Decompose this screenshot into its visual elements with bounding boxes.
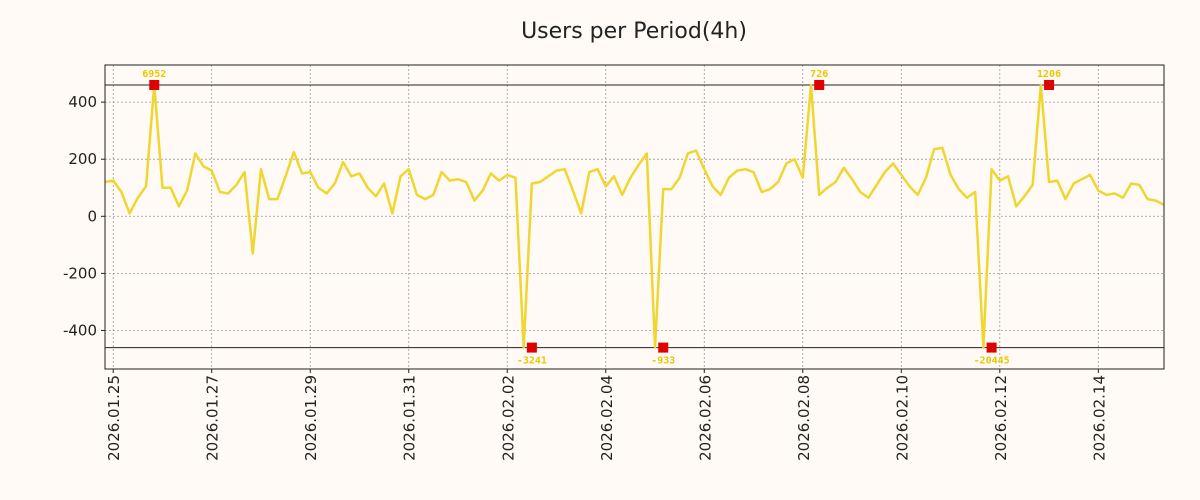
chart-title: Users per Period(4h) — [521, 19, 747, 44]
x-tick-label: 2026.01.25 — [105, 375, 123, 461]
x-tick-label: 2026.02.06 — [696, 375, 714, 461]
outlier-label: -933 — [651, 356, 675, 367]
outlier-label: 726 — [810, 69, 828, 80]
y-tick-label: 400 — [68, 93, 97, 111]
outlier-marker — [814, 79, 825, 90]
plot: 6952 -3241 -933 726 -20445 1206 — [104, 69, 1165, 367]
outlier-label: -3241 — [517, 356, 547, 367]
y-tick-label: 200 — [68, 150, 97, 168]
y-tick-label: 0 — [87, 207, 97, 225]
series-line — [104, 83, 1165, 349]
x-tick-label: 2026.02.04 — [598, 375, 616, 461]
outlier-marker — [658, 342, 669, 353]
plot-frame — [104, 64, 1165, 370]
x-tick-label: 2026.02.08 — [795, 375, 813, 461]
outlier-label: 6952 — [142, 69, 166, 80]
outlier-marker — [986, 342, 997, 353]
x-tick-label: 2026.01.27 — [204, 375, 222, 461]
x-tick-label: 2026.01.29 — [302, 375, 320, 461]
y-tick-label: -200 — [63, 264, 97, 282]
x-tick-label: 2026.02.12 — [992, 375, 1010, 461]
x-tick-label: 2026.02.14 — [1090, 375, 1108, 461]
outlier-label: -20445 — [974, 356, 1010, 367]
grid: -400 -200 0 200 400 2026.01.25 2026.01.27 2026.… — [63, 65, 1164, 461]
x-tick-label: 2026.02.02 — [499, 375, 517, 461]
outlier-marker — [149, 79, 160, 90]
x-tick-label: 2026.02.10 — [893, 375, 911, 461]
y-tick-label: -400 — [63, 321, 97, 339]
outlier-label: 1206 — [1037, 69, 1061, 80]
x-tick-label: 2026.01.31 — [401, 375, 419, 461]
outlier-marker — [526, 342, 537, 353]
outlier-marker — [1044, 79, 1055, 90]
